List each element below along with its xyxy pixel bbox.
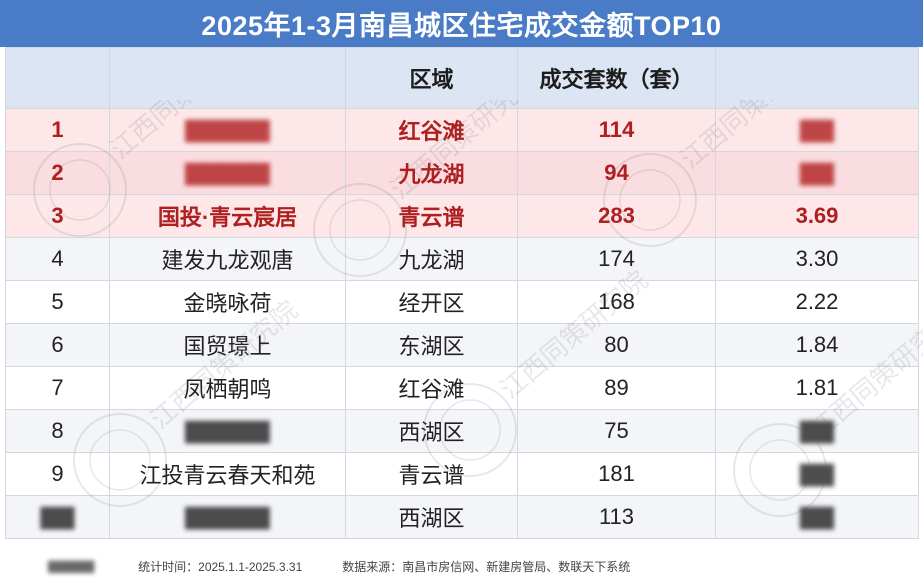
units-cell: 283	[517, 194, 716, 238]
amount-cell: 3.69	[715, 194, 919, 238]
district-cell: 经开区	[345, 280, 518, 324]
rank-cell: 3	[5, 194, 110, 238]
redacted-text: ▇▇	[800, 160, 834, 185]
footer-source: 数据来源：南昌市房信网、新建房管局、数联天下系统	[342, 559, 631, 574]
district-cell: 东湖区	[345, 323, 518, 367]
district-cell: 西湖区	[345, 495, 518, 539]
table-title: 2025年1-3月南昌城区住宅成交金额TOP10	[0, 0, 923, 47]
table-row: 6 国贸璟上 东湖区 80 1.84	[5, 323, 919, 367]
amount-cell: 1.84	[715, 323, 919, 367]
units-cell: 168	[517, 280, 716, 324]
district-cell: 九龙湖	[345, 151, 518, 195]
units-cell: 94	[517, 151, 716, 195]
amount-cell: ▇▇	[715, 452, 919, 496]
table-body: 1 ▇▇▇▇▇ 红谷滩 114 ▇▇ 2 ▇▇▇▇▇ 九龙湖 94 ▇▇ 3 国投·青云宸居 青云谱 28…	[5, 108, 919, 539]
header-units: 成交套数（套）	[517, 47, 716, 109]
header-district: 区域	[345, 47, 518, 109]
table-row: 8 ▇▇▇▇▇ 西湖区 75 ▇▇	[5, 409, 919, 453]
amount-cell: ▇▇	[715, 108, 919, 152]
redacted-text: ▇▇	[800, 461, 834, 486]
project-cell: 国投·青云宸居	[109, 194, 346, 238]
table-row: 7 凤栖朝鸣 红谷滩 89 1.81	[5, 366, 919, 410]
amount-cell: 2.22	[715, 280, 919, 324]
project-cell: ▇▇▇▇▇	[109, 409, 346, 453]
header-row: 区域 成交套数（套）	[5, 47, 919, 109]
amount-cell: ▇▇	[715, 495, 919, 539]
units-cell: 174	[517, 237, 716, 281]
table-row: 9 江投青云春天和苑 青云谱 181 ▇▇	[5, 452, 919, 496]
units-cell: 113	[517, 495, 716, 539]
ranking-table: 区域 成交套数（套） 1 ▇▇▇▇▇ 红谷滩 114 ▇▇ 2 ▇▇▇▇▇ 九龙湖 94 ▇▇ 3 国…	[5, 47, 919, 539]
amount-cell: ▇▇	[715, 409, 919, 453]
rank-cell: ▇▇	[5, 495, 110, 539]
rank-cell: 4	[5, 237, 110, 281]
redacted-text: ▇▇▇▇▇	[185, 160, 270, 185]
redacted-text: ▇▇▇▇▇	[185, 418, 270, 443]
redacted-text: ▇▇	[40, 504, 75, 529]
rank-cell: 5	[5, 280, 110, 324]
rank-cell: 9	[5, 452, 110, 496]
table-row: 5 金晓咏荷 经开区 168 2.22	[5, 280, 919, 324]
redacted-text: ▇▇	[800, 418, 834, 443]
project-cell: ▇▇▇▇▇	[109, 495, 346, 539]
table-row: 2 ▇▇▇▇▇ 九龙湖 94 ▇▇	[5, 151, 919, 195]
footer-period: 统计时间：2025.1.1-2025.3.31	[138, 559, 303, 574]
district-cell: 红谷滩	[345, 108, 518, 152]
amount-cell: 3.30	[715, 237, 919, 281]
header-project	[109, 47, 346, 109]
footer-redacted: ▇▇▇▇▇	[48, 559, 95, 573]
units-cell: 80	[517, 323, 716, 367]
district-cell: 青云谱	[345, 194, 518, 238]
project-cell: 凤栖朝鸣	[109, 366, 346, 410]
rank-cell: 7	[5, 366, 110, 410]
redacted-text: ▇▇▇▇▇	[185, 504, 270, 529]
project-cell: 国贸璟上	[109, 323, 346, 367]
project-cell: ▇▇▇▇▇	[109, 151, 346, 195]
header-amount	[715, 47, 919, 109]
rank-cell: 2	[5, 151, 110, 195]
district-cell: 青云谱	[345, 452, 518, 496]
table-row: ▇▇ ▇▇▇▇▇ 西湖区 113 ▇▇	[5, 495, 919, 539]
amount-cell: 1.81	[715, 366, 919, 410]
redacted-text: ▇▇	[800, 117, 834, 142]
table-row: 1 ▇▇▇▇▇ 红谷滩 114 ▇▇	[5, 108, 919, 152]
units-cell: 75	[517, 409, 716, 453]
project-cell: 金晓咏荷	[109, 280, 346, 324]
district-cell: 西湖区	[345, 409, 518, 453]
district-cell: 九龙湖	[345, 237, 518, 281]
rank-cell: 8	[5, 409, 110, 453]
district-cell: 红谷滩	[345, 366, 518, 410]
footer: ▇▇▇▇▇ 统计时间：2025.1.1-2025.3.31 数据来源：南昌市房信…	[0, 553, 923, 579]
project-cell: ▇▇▇▇▇	[109, 108, 346, 152]
amount-cell: ▇▇	[715, 151, 919, 195]
units-cell: 114	[517, 108, 716, 152]
table-row: 4 建发九龙观唐 九龙湖 174 3.30	[5, 237, 919, 281]
redacted-text: ▇▇	[800, 504, 834, 529]
units-cell: 89	[517, 366, 716, 410]
redacted-text: ▇▇▇▇▇	[185, 117, 270, 142]
rank-cell: 6	[5, 323, 110, 367]
table-row: 3 国投·青云宸居 青云谱 283 3.69	[5, 194, 919, 238]
project-cell: 建发九龙观唐	[109, 237, 346, 281]
rank-cell: 1	[5, 108, 110, 152]
project-cell: 江投青云春天和苑	[109, 452, 346, 496]
header-rank	[5, 47, 110, 109]
units-cell: 181	[517, 452, 716, 496]
